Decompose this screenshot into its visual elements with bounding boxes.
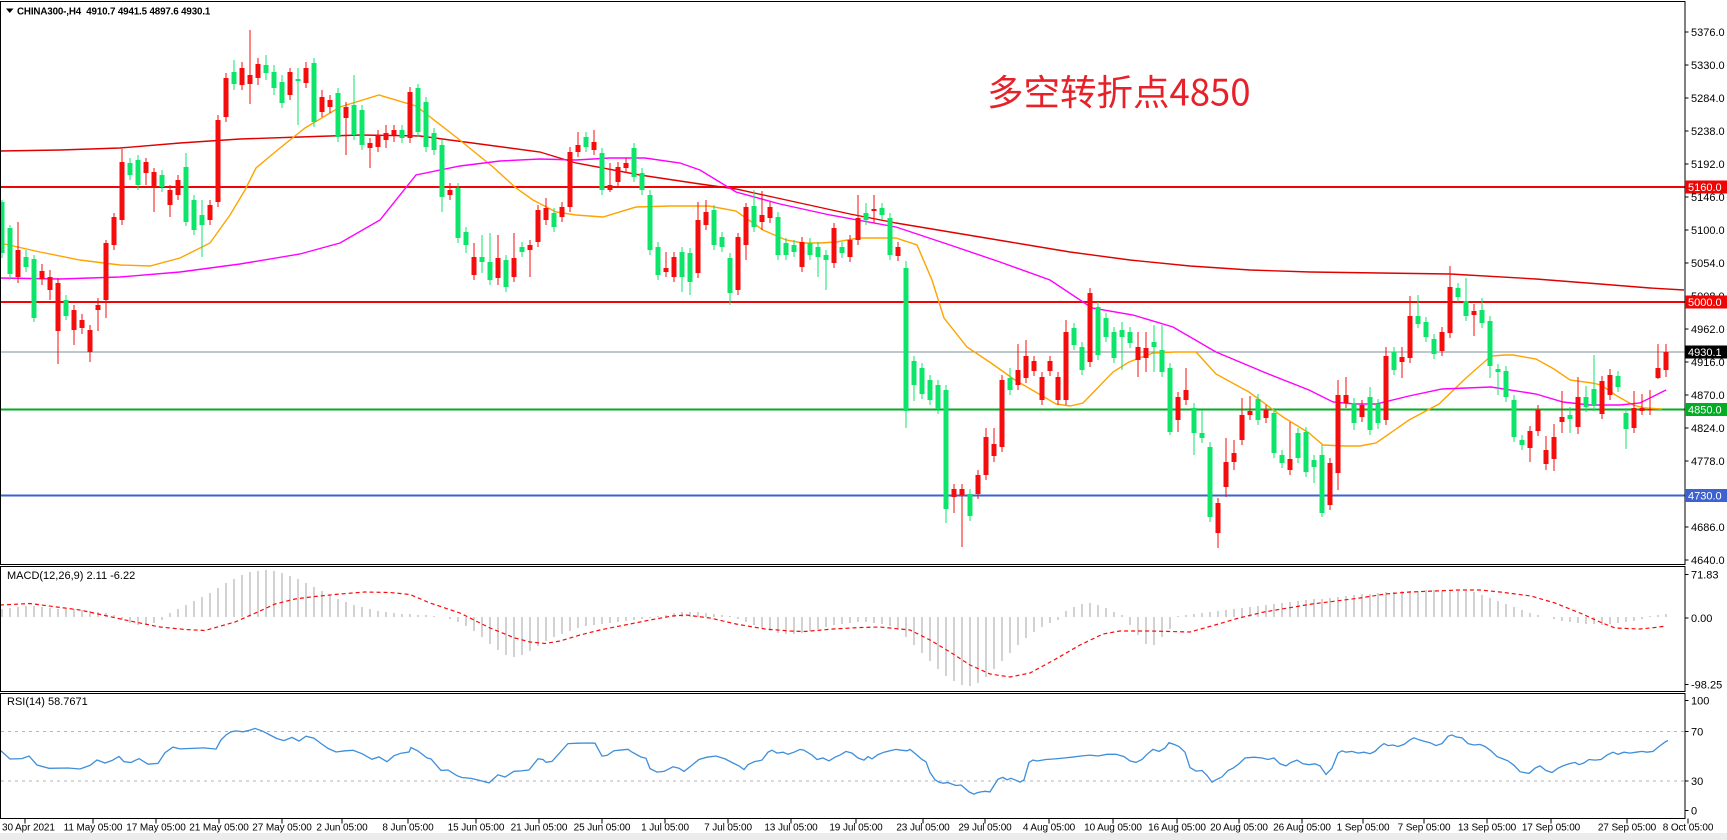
svg-text:4850.0: 4850.0 [1688,405,1722,417]
svg-text:16 Aug 05:00: 16 Aug 05:00 [1148,823,1206,834]
svg-text:21 Jun 05:00: 21 Jun 05:00 [511,823,568,834]
svg-text:30: 30 [1691,776,1703,788]
svg-text:1 Sep 05:00: 1 Sep 05:00 [1337,823,1390,834]
svg-text:4870.0: 4870.0 [1691,390,1725,402]
svg-text:4824.0: 4824.0 [1691,423,1725,435]
svg-text:MACD(12,26,9) 2.11 -6.22: MACD(12,26,9) 2.11 -6.22 [7,570,135,582]
svg-text:19 Jul 05:00: 19 Jul 05:00 [829,823,883,834]
svg-text:13 Jul 05:00: 13 Jul 05:00 [764,823,818,834]
svg-text:17 May 05:00: 17 May 05:00 [126,823,186,834]
svg-text:27 Sep 05:00: 27 Sep 05:00 [1598,823,1657,834]
svg-text:20 Aug 05:00: 20 Aug 05:00 [1210,823,1268,834]
svg-text:27 May 05:00: 27 May 05:00 [252,823,312,834]
svg-text:4930.1: 4930.1 [1688,347,1722,359]
svg-text:4 Aug 05:00: 4 Aug 05:00 [1023,823,1076,834]
svg-text:2 Jun 05:00: 2 Jun 05:00 [316,823,368,834]
svg-text:15 Jun 05:00: 15 Jun 05:00 [448,823,505,834]
svg-text:4686.0: 4686.0 [1691,522,1725,534]
svg-text:29 Jul 05:00: 29 Jul 05:00 [958,823,1012,834]
svg-text:5000.0: 5000.0 [1688,297,1722,309]
svg-text:5146.0: 5146.0 [1691,192,1725,204]
svg-text:5054.0: 5054.0 [1691,258,1725,270]
svg-text:13 Sep 05:00: 13 Sep 05:00 [1458,823,1517,834]
svg-text:0.00: 0.00 [1691,613,1712,625]
svg-text:17 Sep 05:00: 17 Sep 05:00 [1522,823,1581,834]
svg-text:7 Jul 05:00: 7 Jul 05:00 [704,823,752,834]
svg-text:4916.0: 4916.0 [1691,357,1725,369]
svg-text:5192.0: 5192.0 [1691,159,1725,171]
svg-text:11 May 05:00: 11 May 05:00 [64,823,123,834]
svg-text:21 May 05:00: 21 May 05:00 [189,823,249,834]
svg-text:1 Jul 05:00: 1 Jul 05:00 [641,823,689,834]
svg-text:CHINA300-,H4 4910.7 4941.5 48: CHINA300-,H4 4910.7 4941.5 4897.6 4930.1 [17,6,211,17]
svg-text:4640.0: 4640.0 [1691,555,1725,567]
svg-text:7 Sep 05:00: 7 Sep 05:00 [1398,823,1451,834]
svg-text:-98.25: -98.25 [1691,680,1722,692]
svg-text:5160.0: 5160.0 [1688,182,1722,194]
svg-text:10 Aug 05:00: 10 Aug 05:00 [1084,823,1142,834]
svg-text:8 Jun 05:00: 8 Jun 05:00 [382,823,434,834]
svg-text:71.83: 71.83 [1691,569,1719,581]
svg-text:5238.0: 5238.0 [1691,126,1725,138]
svg-text:4962.0: 4962.0 [1691,324,1725,336]
svg-text:5376.0: 5376.0 [1691,27,1725,39]
svg-text:5100.0: 5100.0 [1691,225,1725,237]
svg-text:23 Jul 05:00: 23 Jul 05:00 [896,823,950,834]
svg-text:5284.0: 5284.0 [1691,93,1725,105]
svg-text:4730.0: 4730.0 [1688,491,1722,503]
svg-text:8 Oct 05:00: 8 Oct 05:00 [1663,823,1714,834]
svg-text:4778.0: 4778.0 [1691,456,1725,468]
svg-text:100: 100 [1691,695,1709,707]
svg-text:26 Aug 05:00: 26 Aug 05:00 [1273,823,1331,834]
svg-text:70: 70 [1691,726,1703,738]
svg-text:5330.0: 5330.0 [1691,60,1725,72]
svg-text:25 Jun 05:00: 25 Jun 05:00 [574,823,631,834]
svg-text:0: 0 [1691,805,1697,817]
svg-text:RSI(14) 58.7671: RSI(14) 58.7671 [7,696,88,708]
svg-text:30 Apr 2021: 30 Apr 2021 [2,823,55,834]
